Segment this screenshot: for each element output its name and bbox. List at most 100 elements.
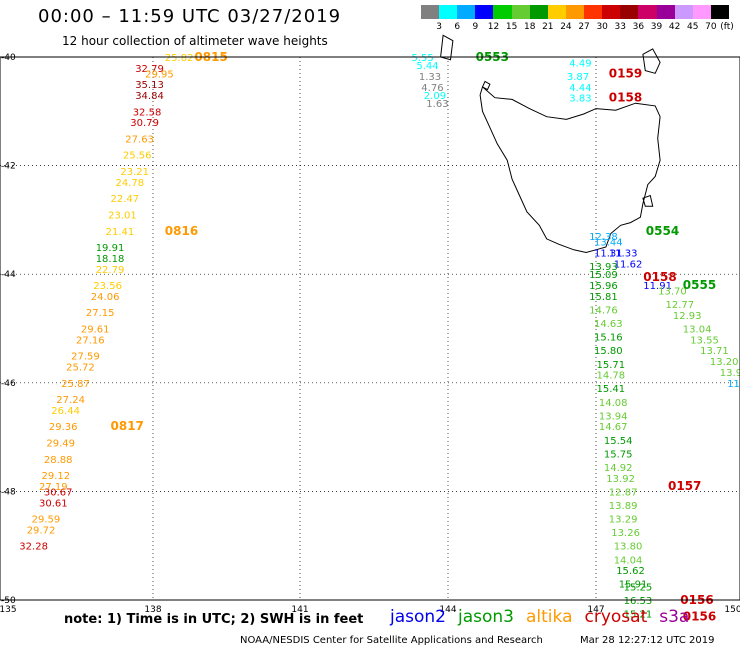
colorbar-tick-label: 42 xyxy=(668,22,681,32)
credit-text: NOAA/NESDIS Center for Satellite Applica… xyxy=(240,635,543,646)
wave-height-label: 5.55 xyxy=(412,53,434,64)
wave-height-label: 15.09 xyxy=(589,270,618,281)
wave-height-label: 15.96 xyxy=(589,281,618,292)
wave-height-label: 29.59 xyxy=(32,515,61,526)
legend-entry-s3a: s3a xyxy=(659,607,690,627)
colorbar-tick-label: 39 xyxy=(650,22,663,32)
wave-height-label: 13.80 xyxy=(614,542,643,553)
wave-height-label: 13.70 xyxy=(658,287,687,298)
wave-height-label: 15.71 xyxy=(597,360,626,371)
legend-entry-altika: altika xyxy=(526,607,573,627)
wave-height-label: 4.49 xyxy=(569,58,591,69)
colorbar-tick-label: 30 xyxy=(596,22,608,32)
wave-height-label: 27.16 xyxy=(76,335,105,346)
colorbar-swatch xyxy=(439,5,458,19)
wave-height-label: 16.53 xyxy=(624,596,653,607)
latitude-tick-label: -50 xyxy=(1,596,16,606)
wave-height-label: 24.78 xyxy=(116,178,145,189)
wave-height-label: 11.33 xyxy=(609,249,638,260)
colorbar-swatch xyxy=(710,5,730,19)
wave-height-label: 11.31 xyxy=(594,249,623,260)
colorbar-tick-label: 3 xyxy=(436,22,442,32)
wave-height-label: 12.93 xyxy=(673,311,702,322)
wave-height-label: 27.24 xyxy=(56,395,85,406)
wave-height-label: 12.38 xyxy=(589,232,618,243)
pass-time-label: 0817 xyxy=(111,419,144,433)
latitude-tick-label: -40 xyxy=(1,53,16,63)
wave-height-label: 19.91 xyxy=(96,243,125,254)
colorbar-swatch xyxy=(674,5,694,19)
wave-height-label: 25.87 xyxy=(61,379,90,390)
wave-height-label: 23.21 xyxy=(120,167,149,178)
wave-height-label: 1.63 xyxy=(426,99,448,110)
pass-time-label: 0156 xyxy=(683,609,716,623)
wave-height-label: 14.78 xyxy=(597,371,626,382)
colorbar-swatch xyxy=(656,5,676,19)
colorbar-legend: 3 6 9 12 15 18 21 24 27 30 33 36 39 42 45 70 (ft) xyxy=(421,5,734,35)
wave-height-label: 26.44 xyxy=(51,406,80,417)
satellite-legend: jason2 jason3 altika cryosat s3a xyxy=(390,607,701,627)
wave-height-label: 15.41 xyxy=(597,384,626,395)
wave-height-label: 27.59 xyxy=(71,352,100,363)
wave-height-label: 13.44 xyxy=(594,238,623,249)
colorbar-swatch xyxy=(692,5,712,19)
pass-time-label: 0555 xyxy=(683,278,716,292)
colorbar-tick-label: 6 xyxy=(454,22,461,32)
footer-note: note: 1) Time is in UTC; 2) SWH is in fe… xyxy=(64,612,364,627)
axis-labels: 135 138 141 144 147 150 -40 -42 -44 -46 -48 -50 xyxy=(0,53,740,615)
wave-height-label: 14.67 xyxy=(599,422,628,433)
timestamp-text: Mar 28 12:27:12 UTC 2019 xyxy=(580,635,715,646)
colorbar-tick-label: 70 xyxy=(705,22,717,32)
wave-height-label: 22.47 xyxy=(111,194,140,205)
tasmania-coastline xyxy=(440,34,661,254)
wave-height-label: 13.04 xyxy=(683,325,712,336)
wave-height-label: 30.61 xyxy=(39,498,68,509)
latitude-tick-label: -42 xyxy=(1,162,16,172)
wave-height-label: 13.89 xyxy=(609,501,638,512)
wave-height-label: 15.91 xyxy=(619,580,648,591)
colorbar-tick-label: 24 xyxy=(560,22,572,32)
wave-height-label: 4.44 xyxy=(569,83,591,94)
latitude-tick-label: -44 xyxy=(1,270,16,280)
wave-height-label: 29.95 xyxy=(145,69,174,80)
wave-height-label: 29.61 xyxy=(81,325,110,336)
wave-height-label: 14.76 xyxy=(589,306,618,317)
wave-height-label: 32.79 xyxy=(135,64,164,75)
colorbar-tick-label: 27 xyxy=(578,22,590,32)
longitude-tick-label: 144 xyxy=(439,605,456,615)
wave-height-label: 13.55 xyxy=(690,335,719,346)
pass-time-label: 0816 xyxy=(165,224,198,238)
colorbar-tick-label: 33 xyxy=(614,22,627,32)
map-frame xyxy=(0,56,740,601)
page-title: 00:00 – 11:59 UTC 03/27/2019 xyxy=(38,6,342,27)
latitude-tick-label: -48 xyxy=(1,487,16,497)
colorbar-swatch xyxy=(493,5,513,19)
colorbar-swatch xyxy=(529,5,549,19)
wave-height-label: 4.76 xyxy=(421,83,443,94)
wave-height-label: 15.62 xyxy=(616,566,645,577)
wave-height-label: 13.94 xyxy=(599,411,628,422)
wave-height-label: 11.91 xyxy=(643,281,672,292)
wave-height-label: 3.83 xyxy=(569,94,591,105)
colorbar-swatch xyxy=(565,5,585,19)
wave-height-label: 14.08 xyxy=(599,398,628,409)
page-subtitle: 12 hour collection of altimeter wave hei… xyxy=(62,34,328,48)
wave-height-label: 11.62 xyxy=(614,259,643,270)
wave-height-label: 22.79 xyxy=(96,265,125,276)
wave-height-label: 23.56 xyxy=(93,281,122,292)
colorbar-tick-label: 9 xyxy=(472,22,479,32)
legend-entry-jason3: jason3 xyxy=(458,607,514,627)
wave-height-label: 35.13 xyxy=(135,80,164,91)
longitude-tick-label: 141 xyxy=(291,605,308,615)
wave-height-label: 13.29 xyxy=(609,515,638,526)
longitude-tick-label: 138 xyxy=(144,605,161,615)
wave-height-label: 2.09 xyxy=(424,91,446,102)
wave-height-label: 11.11 xyxy=(727,379,740,390)
legend-entry-cryosat: cryosat xyxy=(584,607,648,627)
colorbar-tick-label: 18 xyxy=(523,22,536,32)
wave-height-label: 30.79 xyxy=(130,118,159,129)
wave-height-label: 29.12 xyxy=(42,471,71,482)
